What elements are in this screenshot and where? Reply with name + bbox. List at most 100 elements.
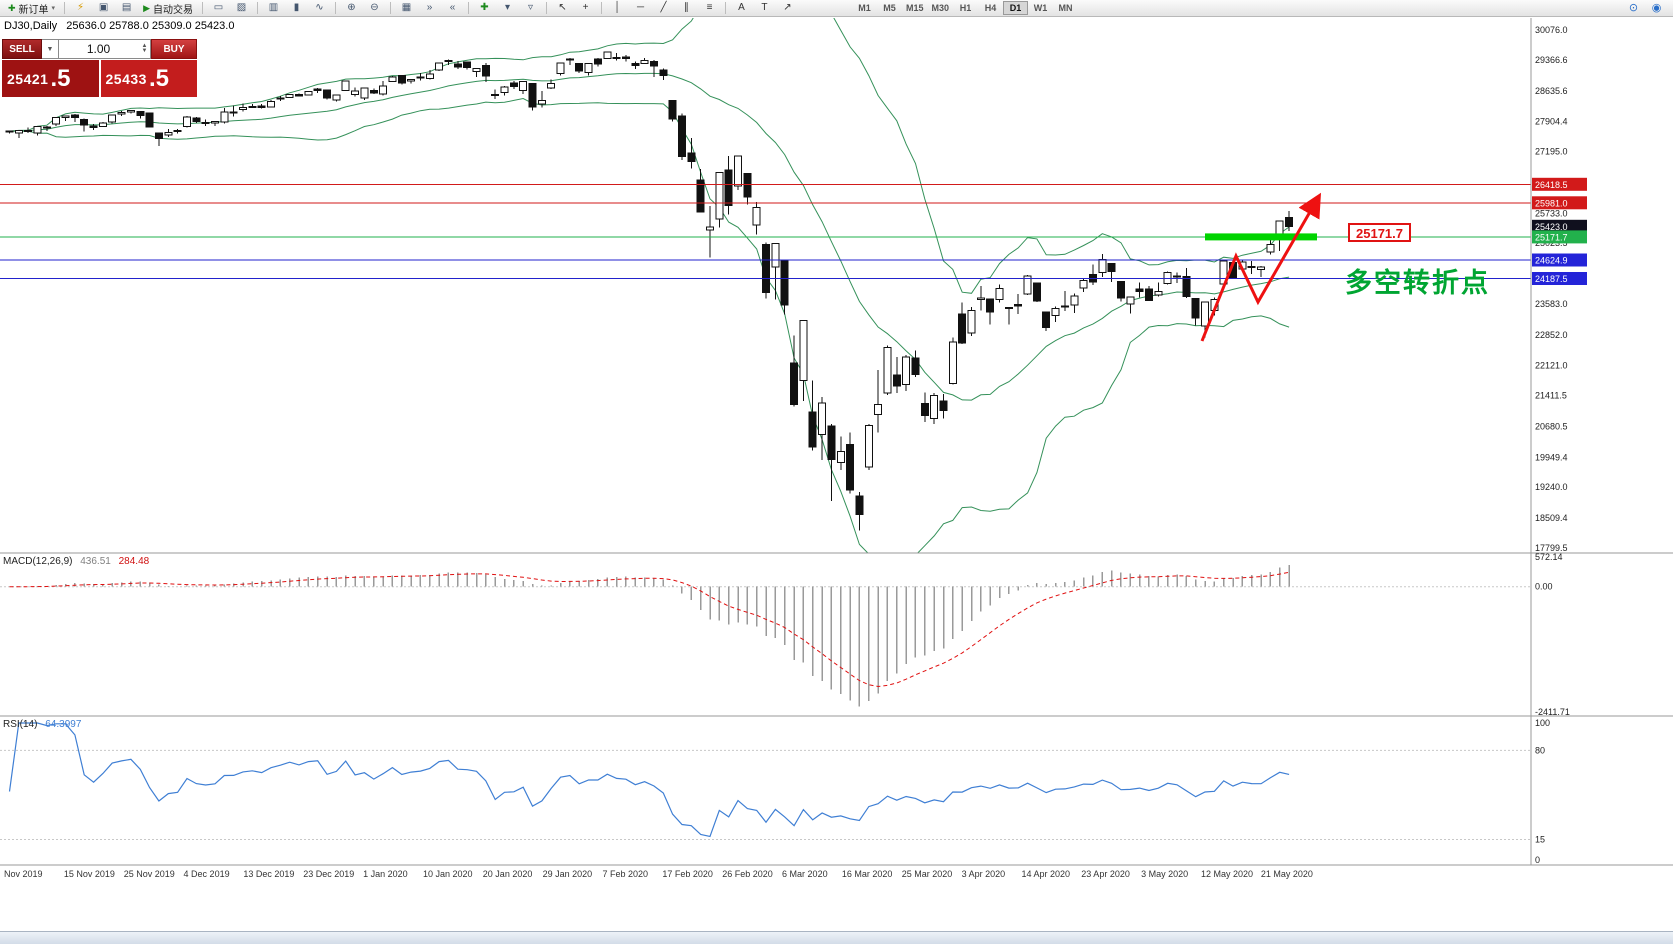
rsi-value: 64.3997 (45, 719, 82, 730)
timeframe-toolbar: M1 M5 M15 M30 H1 H4 D1 W1 MN (852, 1, 1078, 15)
zoom-in-icon[interactable]: ⊕ (347, 2, 356, 13)
toolbar-separator (334, 2, 336, 14)
axis-label-support (1532, 253, 1587, 267)
sell-button[interactable]: SELL (2, 39, 42, 59)
periods-icon[interactable]: ▾ (504, 2, 510, 13)
trendline-icon[interactable]: ╱ (660, 2, 667, 13)
search-icon[interactable]: ⊙ (1628, 1, 1639, 14)
volume-spinner[interactable]: ▲ ▼ (139, 40, 150, 58)
svg-text:27904.4: 27904.4 (1535, 117, 1568, 127)
spinner-up-icon[interactable]: ▲ (141, 43, 148, 49)
time-axis[interactable]: Nov 2019 15 Nov 2019 25 Nov 2019 4 Dec 2019… (4, 869, 1313, 879)
svg-text:6 Mar 2020: 6 Mar 2020 (782, 869, 828, 879)
crosshair-icon[interactable]: + (582, 2, 589, 13)
community-icon[interactable]: ◉ (1651, 1, 1662, 14)
fibonacci-icon[interactable]: ≡ (706, 2, 713, 13)
toolbar-separator (545, 2, 547, 14)
svg-text:80: 80 (1535, 745, 1545, 755)
volume-dropdown[interactable]: ▼ (42, 39, 59, 59)
svg-text:26418.5: 26418.5 (1535, 180, 1568, 190)
auto-scroll-icon[interactable]: » (426, 2, 433, 13)
buy-price-main: 25433 (105, 70, 147, 87)
sell-price[interactable]: 25421 .5 (2, 60, 99, 97)
new-order-label: 新订单 (18, 4, 49, 16)
svg-text:1 Jan 2020: 1 Jan 2020 (363, 869, 408, 879)
svg-text:25423.0: 25423.0 (1535, 222, 1568, 232)
chart-shift-icon[interactable]: « (449, 2, 456, 13)
tile-windows-icon[interactable]: ▦ (401, 2, 412, 13)
svg-text:23583.0: 23583.0 (1535, 299, 1568, 309)
terminal-icon[interactable]: ▭ (213, 2, 224, 13)
chart-window-icon[interactable]: ▣ (98, 2, 109, 13)
axis-label-support (1532, 272, 1587, 285)
spinner-down-icon[interactable]: ▼ (141, 48, 148, 54)
timeframe-W1[interactable]: W1 (1028, 1, 1053, 15)
bollinger-bands (9, 18, 1290, 553)
svg-text:27195.0: 27195.0 (1535, 147, 1568, 157)
main-chart-area (5, 18, 1294, 553)
svg-text:22121.0: 22121.0 (1535, 361, 1568, 371)
indicators-icon[interactable]: ✚ (480, 2, 489, 13)
svg-text:0.00: 0.00 (1535, 582, 1553, 592)
svg-text:572.14: 572.14 (1535, 552, 1563, 562)
svg-text:15 Nov 2019: 15 Nov 2019 (64, 869, 115, 879)
svg-text:17799.5: 17799.5 (1535, 543, 1568, 553)
timeframe-M1[interactable]: M1 (852, 1, 877, 15)
toolbar-separator (467, 2, 469, 14)
new-chart-icon[interactable]: ▨ (236, 2, 247, 13)
arrows-icon[interactable]: ↗ (783, 2, 792, 13)
timeframe-M30[interactable]: M30 (928, 1, 954, 15)
timeframe-MN[interactable]: MN (1053, 1, 1078, 15)
timeframe-H1[interactable]: H1 (953, 1, 978, 15)
bar-chart-icon[interactable]: ▥ (268, 2, 279, 13)
svg-text:13 Dec 2019: 13 Dec 2019 (243, 869, 294, 879)
toolbar-separator (256, 2, 258, 14)
price-axis[interactable]: 30076.0 29366.6 28635.6 27904.4 27195.0 25733… (1532, 25, 1587, 865)
svg-text:24187.5: 24187.5 (1535, 274, 1568, 284)
support-zone-annotation[interactable] (1205, 233, 1317, 241)
svg-text:20 Jan 2020: 20 Jan 2020 (483, 869, 533, 879)
horizontal-lines[interactable] (0, 183, 1531, 279)
vertical-line-icon[interactable]: │ (614, 2, 621, 13)
buy-price[interactable]: 25433 .5 (100, 60, 197, 97)
svg-text:21 May 2020: 21 May 2020 (1261, 869, 1313, 879)
turning-point-text[interactable]: 多空转折点 (1345, 268, 1490, 298)
text-icon[interactable]: A (738, 2, 745, 13)
timeframe-M15[interactable]: M15 (902, 1, 928, 15)
macd-panel (0, 565, 1531, 707)
text-label-icon[interactable]: T (761, 2, 768, 13)
buy-button[interactable]: BUY (151, 39, 197, 59)
zoom-out-icon[interactable]: ⊖ (370, 2, 379, 13)
channel-icon[interactable]: ∥ (683, 2, 689, 13)
templates-icon[interactable]: ▿ (527, 2, 533, 13)
new-order-button[interactable]: ✚ 新订单 ▾ (3, 1, 60, 16)
svg-text:Nov 2019: Nov 2019 (4, 869, 43, 879)
price-callout-label[interactable]: 25171.7 (1348, 223, 1411, 242)
volume-input[interactable] (59, 39, 151, 59)
macd-main-value: 436.51 (80, 556, 111, 567)
toolbar-right-icons: ⊙ ◉ (1622, 1, 1668, 15)
macd-name: MACD(12,26,9) (3, 556, 73, 567)
horizontal-line-icon[interactable]: ─ (636, 2, 645, 13)
timeframe-H4[interactable]: H4 (978, 1, 1003, 15)
svg-text:23 Dec 2019: 23 Dec 2019 (303, 869, 354, 879)
buy-price-pips: .5 (148, 64, 169, 92)
trend-arrow-annotation[interactable] (1200, 192, 1321, 342)
top-toolbar: ✚ 新订单 ▾ ⚡ ▣ ▤ ▶ 自动交易 ▭ ▨ ▥ ▮ ∿ ⊕ ⊖ ▦ » « ✚ ▾ ▿ ↖ + │ ─ ╱ ∥ ≡ A… (0, 0, 1673, 17)
cursor-icon[interactable]: ↖ (558, 2, 567, 13)
timeframe-M5[interactable]: M5 (877, 1, 902, 15)
auto-trading-button[interactable]: ▶ 自动交易 (138, 1, 198, 16)
candlestick-chart-icon[interactable]: ▮ (293, 2, 300, 13)
svg-text:3 Apr 2020: 3 Apr 2020 (962, 869, 1006, 879)
svg-text:20680.5: 20680.5 (1535, 421, 1568, 431)
play-icon: ▶ (143, 2, 150, 13)
svg-text:18509.4: 18509.4 (1535, 513, 1568, 523)
timeframe-D1[interactable]: D1 (1003, 1, 1029, 15)
line-chart-icon[interactable]: ∿ (315, 2, 324, 13)
lightning-icon[interactable]: ⚡ (77, 2, 85, 13)
layouts-icon[interactable]: ▤ (121, 2, 132, 13)
svg-text:25 Mar 2020: 25 Mar 2020 (902, 869, 953, 879)
svg-text:16 Mar 2020: 16 Mar 2020 (842, 869, 893, 879)
